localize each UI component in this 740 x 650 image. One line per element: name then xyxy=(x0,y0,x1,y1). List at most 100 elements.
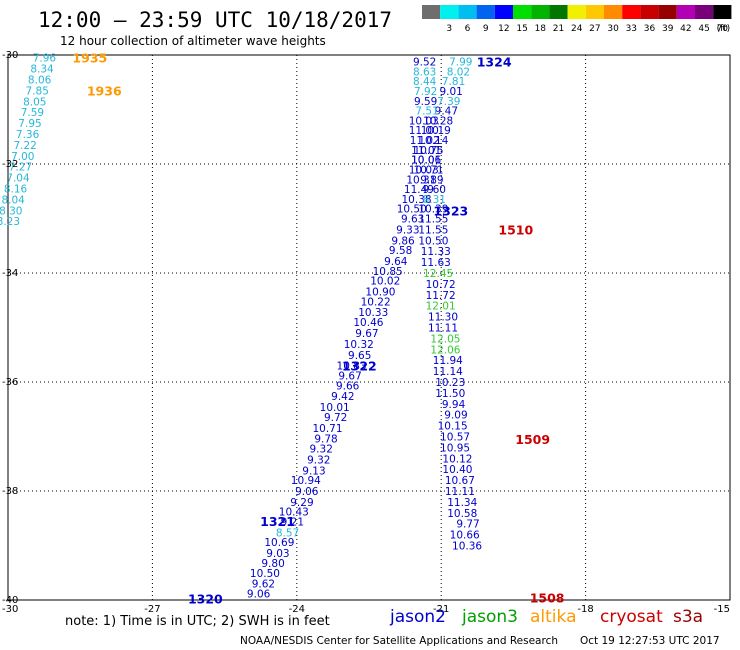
pass-time-label: 1509 xyxy=(515,432,550,447)
swh-value-label: 8.04 xyxy=(1,194,25,206)
swh-value-label: 10.72 xyxy=(426,279,456,291)
pass-time-label: 1936 xyxy=(87,83,122,98)
swh-value-label: 12.45 xyxy=(423,268,453,280)
swh-value-label: 10.83 xyxy=(337,361,367,373)
swh-value-label: 11.55 xyxy=(418,214,448,226)
legend-swatch xyxy=(695,5,714,19)
legend-label: 18 xyxy=(535,24,547,34)
swh-value-label: 8.63 xyxy=(413,66,436,78)
swh-value-label: 8.06 xyxy=(28,75,52,87)
y-tick-label: -30 xyxy=(2,50,18,61)
swh-value-label: 10.23 xyxy=(435,377,465,389)
legend-unit: (ft) xyxy=(717,24,731,34)
swh-value-label: 8.05 xyxy=(23,96,46,108)
swh-value-label: 10.01 xyxy=(411,155,441,167)
swh-value-label: 10.32 xyxy=(344,339,374,351)
swh-value-label: 10.43 xyxy=(279,507,309,519)
legend-swatch xyxy=(640,5,659,19)
legend-label: 30 xyxy=(607,24,619,34)
swh-value-label: 7.92 xyxy=(414,86,437,98)
swh-value-label: 9.72 xyxy=(324,412,347,424)
legend-swatch xyxy=(458,5,477,19)
swh-value-label: 9.80 xyxy=(261,558,284,570)
legend-swatch xyxy=(422,5,441,19)
data-marks: 7.968.348.067.858.057.597.957.367.227.00… xyxy=(0,51,564,607)
page-subtitle: 12 hour collection of altimeter wave hei… xyxy=(60,34,326,48)
swh-value-label: 11.11 xyxy=(445,486,475,498)
legend-label: 36 xyxy=(644,24,656,34)
sat-label-jason3: jason3 xyxy=(461,607,518,627)
x-tick-label: -30 xyxy=(2,604,18,615)
swh-value-label: 7.04 xyxy=(6,173,30,185)
legend-label: 24 xyxy=(571,24,583,34)
swh-value-label: 8.30 xyxy=(0,205,22,217)
swh-value-label: 10.03 xyxy=(409,115,439,127)
swh-value-label: 10.06 xyxy=(411,155,441,167)
track-jason2: 7.998.027.819.017.399.4710.2810.1910.141… xyxy=(188,55,512,607)
pass-time-label: 1320 xyxy=(188,591,223,606)
swh-value-label: 9.59 xyxy=(414,96,437,108)
swh-value-label: 10.71 xyxy=(312,423,342,435)
swh-value-label: 11.50 xyxy=(435,388,465,400)
legend-swatch xyxy=(567,5,586,19)
swh-value-label: 11.63 xyxy=(421,257,451,269)
swh-value-label: 10.66 xyxy=(450,530,480,542)
color-legend: 3 6 9 12 15 18 21 24 27 30 33 36 39 42 45 70(ft) xyxy=(422,5,732,34)
track-altika: 7.968.348.067.858.057.597.957.367.227.00… xyxy=(0,51,122,229)
sat-label-cryosat: cryosat xyxy=(600,607,663,627)
swh-value-label: 7.00 xyxy=(11,151,34,163)
swh-value-label: 9.52 xyxy=(413,57,436,69)
y-tick-label: -34 xyxy=(2,268,18,279)
swh-value-label: 7.85 xyxy=(26,85,49,97)
swh-value-label: 10.58 xyxy=(447,508,477,520)
swh-value-label: 10.39 xyxy=(418,204,448,216)
swh-value-label: 8.31 xyxy=(423,194,446,206)
swh-value-label: 10.33 xyxy=(358,307,388,319)
swh-value-label: 9.86 xyxy=(391,235,415,247)
swh-value-label: 8.02 xyxy=(447,66,470,78)
swh-value-label: 9.62 xyxy=(252,579,275,591)
satellite-legend: jason2 jason3 altika cryosat s3a xyxy=(389,607,703,627)
pass-time-label: 1322 xyxy=(342,359,377,374)
legend-swatch xyxy=(513,5,532,19)
swh-value-label: 11.00 xyxy=(409,125,439,137)
swh-value-label: 7.36 xyxy=(16,129,40,141)
swh-value-label: 9.65 xyxy=(348,350,371,362)
swh-value-label: 11.72 xyxy=(426,290,456,302)
swh-value-label: 11.11 xyxy=(428,323,458,335)
swh-value-label: 9.89 xyxy=(420,174,443,186)
pass-time-label: 1324 xyxy=(477,55,512,70)
swh-value-label: 7.51 xyxy=(415,106,438,118)
swh-value-label: 9.66 xyxy=(336,380,360,392)
swh-value-label: 7.81 xyxy=(442,76,465,88)
swh-value-label: 11.55 xyxy=(418,224,448,236)
legend-swatch xyxy=(549,5,568,19)
swh-value-label: 8.57 xyxy=(276,527,299,539)
swh-value-label: 10.90 xyxy=(365,287,395,299)
plot-frame xyxy=(7,54,731,601)
swh-value-label: 9.33 xyxy=(396,224,419,236)
swh-value-label: 9.78 xyxy=(314,434,337,446)
legend-label: 27 xyxy=(589,24,600,34)
credit-text: NOAA/NESDIS Center for Satellite Applica… xyxy=(240,635,558,647)
legend-label: 45 xyxy=(698,24,709,34)
swh-value-label: 11.01 xyxy=(411,145,441,157)
page-title: 12:00 – 23:59 UTC 10/18/2017 xyxy=(38,8,392,32)
legend-label: 6 xyxy=(465,24,471,34)
swh-value-label: 10.85 xyxy=(373,266,403,278)
swh-value-label: 8.34 xyxy=(30,64,54,76)
legend-swatch xyxy=(440,5,459,19)
swh-value-label: 9.94 xyxy=(442,399,466,411)
y-tick-label: -32 xyxy=(2,159,18,170)
legend-label: 42 xyxy=(680,24,691,34)
swh-value-label: 9.06 xyxy=(247,588,271,600)
legend-swatch xyxy=(531,5,550,19)
swh-value-label: 9.67 xyxy=(355,328,378,340)
swh-value-label: 9.01 xyxy=(439,86,462,98)
swh-value-label: 9.47 xyxy=(435,106,458,118)
swh-value-label: 10.02 xyxy=(370,276,400,288)
swh-value-label: 10.12 xyxy=(442,453,472,465)
swh-value-label: 7.59 xyxy=(21,107,44,119)
x-tick-label: -21 xyxy=(433,604,449,615)
